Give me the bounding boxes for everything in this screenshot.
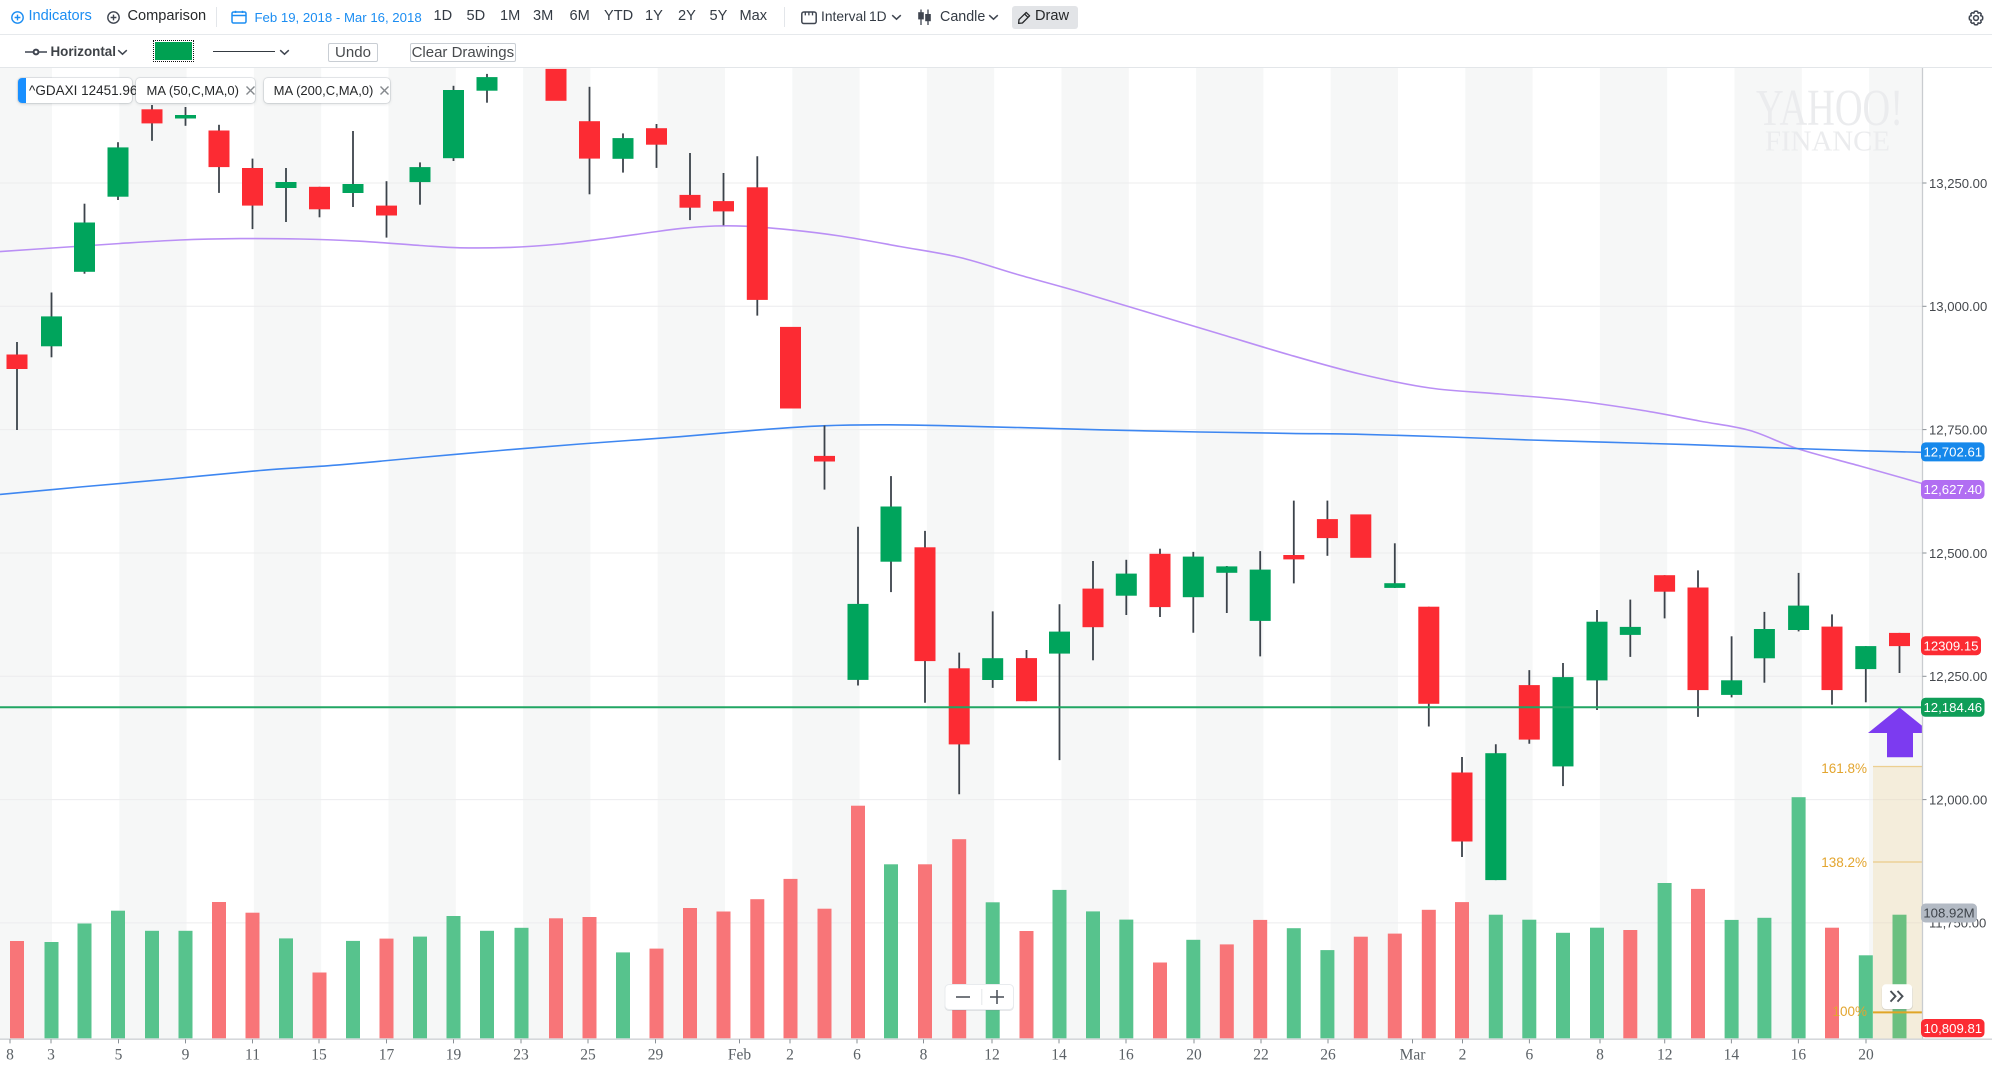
svg-text:8: 8 [6, 1046, 14, 1063]
svg-text:12309.15: 12309.15 [1923, 638, 1978, 653]
svg-text:12: 12 [1657, 1046, 1673, 1063]
svg-text:10,809.81: 10,809.81 [1923, 1021, 1982, 1036]
svg-text:YAHOO!: YAHOO! [1756, 80, 1903, 137]
svg-text:20: 20 [1858, 1046, 1874, 1063]
svg-text:11: 11 [245, 1046, 260, 1063]
svg-text:108.92M: 108.92M [1923, 906, 1974, 921]
svg-text:22: 22 [1253, 1046, 1269, 1063]
svg-text:Feb: Feb [728, 1046, 752, 1063]
svg-text:16: 16 [1118, 1046, 1134, 1063]
svg-text:8: 8 [1596, 1046, 1604, 1063]
svg-text:29: 29 [648, 1046, 664, 1063]
svg-text:26: 26 [1320, 1046, 1336, 1063]
svg-text:25: 25 [580, 1046, 596, 1063]
svg-text:6: 6 [853, 1046, 861, 1063]
svg-text:6: 6 [1526, 1046, 1534, 1063]
svg-text:15: 15 [311, 1046, 327, 1063]
svg-text:2: 2 [1459, 1046, 1467, 1063]
svg-text:161.8%: 161.8% [1821, 761, 1867, 776]
svg-text:16: 16 [1791, 1046, 1807, 1063]
svg-text:12: 12 [984, 1046, 1000, 1063]
svg-text:17: 17 [379, 1046, 395, 1063]
svg-text:20: 20 [1186, 1046, 1202, 1063]
svg-text:8: 8 [920, 1046, 928, 1063]
svg-text:138.2%: 138.2% [1821, 855, 1867, 870]
svg-text:19: 19 [446, 1046, 462, 1063]
svg-text:12,627.40: 12,627.40 [1923, 482, 1982, 497]
svg-text:12,702.61: 12,702.61 [1923, 445, 1982, 460]
svg-text:12,000.00: 12,000.00 [1929, 792, 1987, 807]
svg-text:Mar: Mar [1400, 1046, 1427, 1063]
svg-text:12,750.00: 12,750.00 [1929, 422, 1987, 437]
svg-text:23: 23 [513, 1046, 529, 1063]
svg-text:13,000.00: 13,000.00 [1929, 299, 1987, 314]
svg-text:3: 3 [47, 1046, 55, 1063]
svg-text:13,250.00: 13,250.00 [1929, 176, 1987, 191]
svg-text:14: 14 [1724, 1046, 1740, 1063]
svg-text:14: 14 [1051, 1046, 1067, 1063]
svg-text:12,500.00: 12,500.00 [1929, 546, 1987, 561]
svg-text:100%: 100% [1832, 1004, 1867, 1019]
svg-text:5: 5 [115, 1046, 123, 1063]
svg-text:2: 2 [786, 1046, 794, 1063]
svg-text:12,184.46: 12,184.46 [1923, 700, 1982, 715]
svg-text:9: 9 [182, 1046, 190, 1063]
svg-text:12,250.00: 12,250.00 [1929, 669, 1987, 684]
svg-text:FINANCE: FINANCE [1765, 126, 1890, 158]
